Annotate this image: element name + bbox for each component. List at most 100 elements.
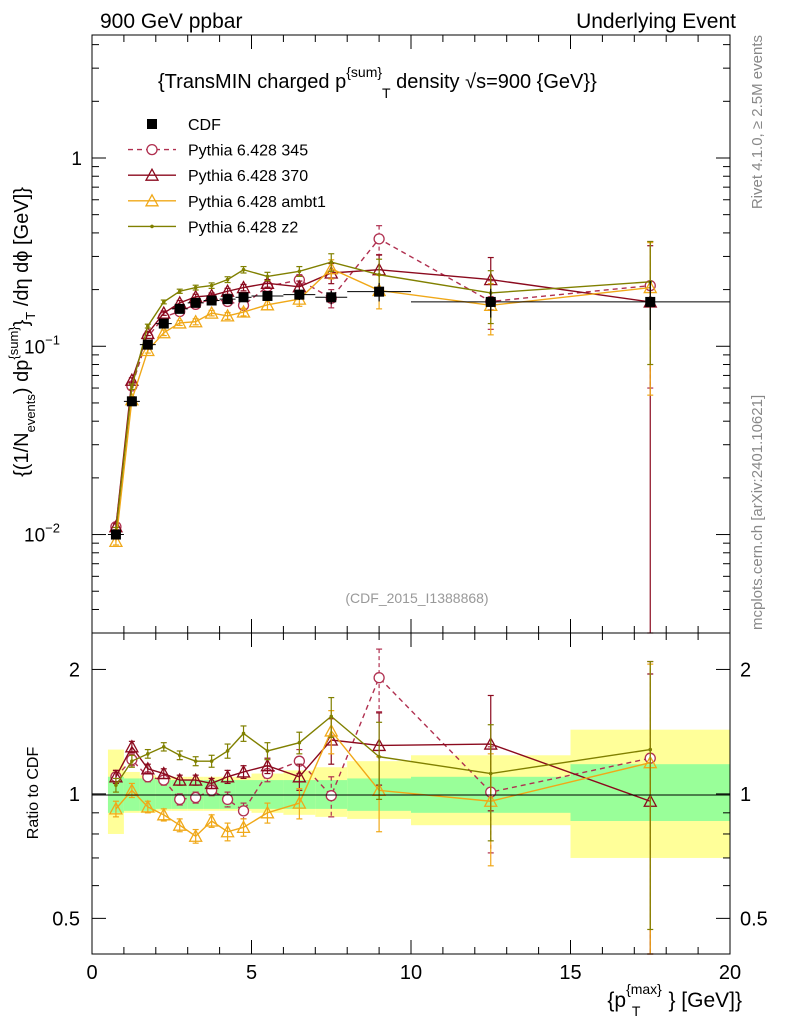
main-y-axis-label: {(1/Nevents) dp{sum}}T /dη dϕ [GeV]} (6, 187, 38, 477)
rivet-label: Rivet 4.1.0, ≥ 2.5M events (749, 35, 766, 209)
ratio-point-p370 (236, 764, 251, 778)
ylabel-c-sub: T (23, 312, 38, 320)
ratio-point-ambt1 (188, 828, 203, 842)
ylabel-a: {(1/N (11, 432, 33, 476)
ratio-series-z2 (112, 660, 654, 931)
ratio-point-z2 (193, 759, 198, 763)
plot-title: {TransMIN charged p{sum}T density √s=900… (158, 64, 597, 101)
main-point-cdf (645, 296, 656, 307)
main-point-z2 (177, 289, 182, 294)
y-tick-base: 10 (24, 337, 45, 358)
x-tick-label: 10 (400, 962, 422, 984)
main-y-tick-label: 10−1 (24, 332, 60, 358)
main-point-ambt1 (188, 314, 203, 328)
title-sub: T (382, 85, 391, 101)
y-tick-base: 10 (24, 526, 45, 547)
main-point-z2 (329, 260, 334, 264)
ratio-point-p370 (172, 772, 187, 786)
title-post: s=900 {GeV}} (476, 71, 597, 93)
main-point-cdf (126, 396, 137, 407)
main-point-ambt1 (140, 343, 155, 357)
main-point-ambt1 (172, 315, 187, 329)
ratio-point-p370 (124, 739, 139, 753)
main-series-z2 (112, 240, 654, 535)
ratio-point-z2 (177, 753, 182, 758)
ratio-point-z2 (161, 744, 166, 749)
main-point-ambt1 (204, 305, 219, 319)
main-point-z2 (241, 267, 246, 272)
ratio-point-z2 (648, 747, 653, 752)
main-point-cdf (262, 290, 273, 301)
ratio-point-z2 (488, 771, 493, 776)
main-point-ambt1 (156, 325, 171, 339)
main-point-z2 (146, 324, 150, 328)
main-point-ambt1 (220, 308, 235, 322)
main-point-cdf (238, 292, 249, 303)
main-point-cdf (222, 294, 233, 305)
ratio-y-tick-label-right: 1 (740, 784, 751, 806)
title-pre: {TransMIN charged p (158, 71, 346, 93)
main-series-layer (107, 225, 730, 634)
ratio-point-z2 (377, 754, 381, 759)
main-y-tick-label: 1 (71, 149, 82, 170)
ylabel-d: /dη dϕ [GeV]} (11, 187, 33, 312)
ratio-point-p345 (221, 793, 234, 806)
ratio-point-ambt1 (236, 820, 251, 834)
main-point-cdf (190, 297, 201, 308)
main-point-z2 (265, 274, 270, 279)
main-point-ambt1 (108, 534, 124, 548)
ratio-point-ambt1 (292, 795, 307, 809)
title-sup: {sum} (346, 64, 382, 80)
legend-marker-p345 (146, 143, 158, 156)
legend-entry-p370: Pythia 6.428 370 (128, 167, 308, 185)
ylabel-a-sub: events (23, 394, 38, 433)
ratio-point-p345 (174, 793, 186, 806)
main-point-p370 (156, 305, 171, 319)
ratio-point-z2 (241, 731, 246, 736)
main-point-cdf (485, 296, 496, 307)
ratio-point-ambt1 (204, 813, 219, 827)
main-point-cdf (142, 339, 153, 350)
ratio-point-p370 (260, 758, 275, 772)
legend-label-ambt1: Pythia 6.428 ambt1 (188, 194, 326, 211)
main-point-z2 (225, 277, 230, 282)
ratio-series-layer (108, 648, 658, 955)
title-mid: density (391, 71, 465, 93)
ratio-point-ambt1 (260, 805, 275, 819)
main-series-cdf (107, 281, 730, 540)
main-point-z2 (161, 300, 166, 304)
ratio-point-p370 (292, 769, 307, 783)
ratio-point-p345 (325, 790, 337, 802)
ratio-y-tick-label-left: 0.5 (52, 908, 80, 930)
ratio-point-ambt1 (108, 801, 124, 815)
x-tick-label: 20 (719, 962, 741, 984)
legend-entry-p345: Pythia 6.428 345 (128, 143, 308, 160)
main-point-p370 (260, 275, 275, 289)
title-sqrt: √ (465, 71, 476, 93)
main-line-p345 (115, 237, 651, 527)
ratio-point-p345 (237, 805, 250, 817)
xlabel-a-sub: T (632, 1003, 641, 1019)
legend-label-p345: Pythia 6.428 345 (188, 143, 308, 160)
legend-entry-ambt1: Pythia 6.428 ambt1 (128, 193, 326, 211)
xlabel-b: } [GeV]} (668, 989, 742, 1012)
main-y-tick-label: 10−2 (24, 521, 60, 547)
main-point-cdf (326, 292, 337, 303)
legend-label-cdf: CDF (188, 117, 221, 134)
x-axis-label: {p{max} T} [GeV]} (607, 981, 742, 1019)
main-point-cdf (174, 303, 185, 314)
main-point-cdf (110, 529, 121, 540)
main-point-cdf (206, 295, 217, 306)
legend-marker-p370 (144, 167, 160, 181)
ratio-point-z2 (146, 752, 150, 756)
header-right-label: Underlying Event (576, 10, 736, 33)
analysis-watermark: (CDF_2015_I1388868) (345, 590, 488, 606)
main-point-ambt1 (324, 261, 339, 275)
main-point-cdf (374, 286, 385, 297)
mcplots-label: mcplots.cern.ch [arXiv:2401.10621] (749, 395, 766, 630)
ratio-point-p370 (204, 776, 219, 790)
main-point-ambt1 (236, 304, 251, 318)
ylabel-c: } (11, 319, 33, 326)
